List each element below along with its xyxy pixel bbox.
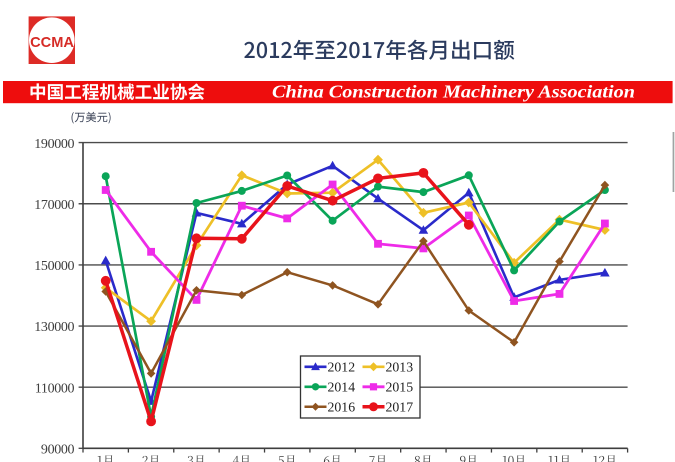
svg-text:2016: 2016 [328,400,356,415]
svg-text:2015: 2015 [386,380,414,395]
svg-text:170000: 170000 [34,198,74,213]
svg-text:2013: 2013 [386,360,414,375]
svg-text:2012: 2012 [328,360,356,375]
svg-text:150000: 150000 [34,259,74,274]
svg-text:China Construction Machinery A: China Construction Machinery Association [272,82,635,102]
svg-text:110000: 110000 [35,381,75,396]
svg-text:130000: 130000 [34,320,74,335]
svg-text:190000: 190000 [34,137,74,152]
svg-text:2017: 2017 [386,400,414,415]
svg-text:2014: 2014 [328,380,356,395]
svg-text:CCMA: CCMA [30,35,74,51]
svg-text:90000: 90000 [41,443,75,458]
